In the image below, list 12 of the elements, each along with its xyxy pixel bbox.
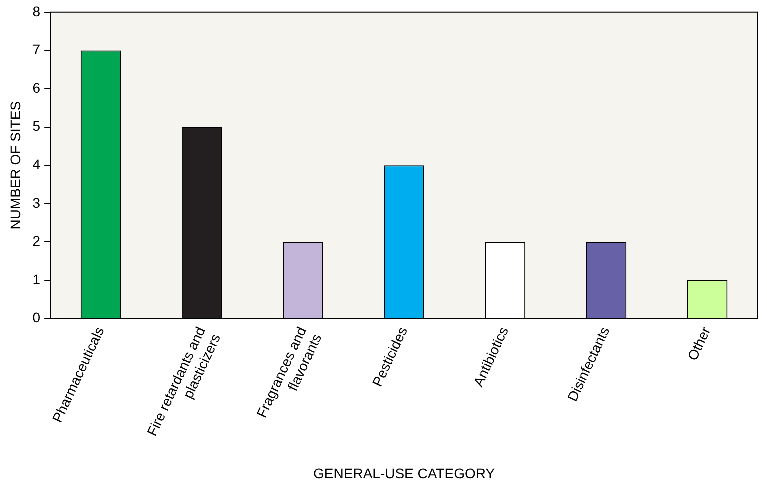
y-tick-label: 8 — [32, 3, 41, 20]
y-tick-label: 6 — [32, 80, 41, 96]
y-axis-title: NUMBER OF SITES — [7, 101, 24, 230]
y-tick-label: 2 — [32, 233, 41, 250]
y-tick-label: 0 — [32, 310, 41, 326]
x-axis-title: GENERAL-USE CATEGORY — [314, 465, 496, 482]
y-tick-label: 4 — [32, 156, 41, 172]
y-tick-label: 7 — [32, 42, 41, 58]
y-tick-label: 1 — [32, 271, 41, 288]
y-tick-label: 5 — [32, 118, 41, 134]
y-tick-label: 3 — [32, 194, 41, 211]
x-tick-label: Other — [684, 324, 714, 363]
